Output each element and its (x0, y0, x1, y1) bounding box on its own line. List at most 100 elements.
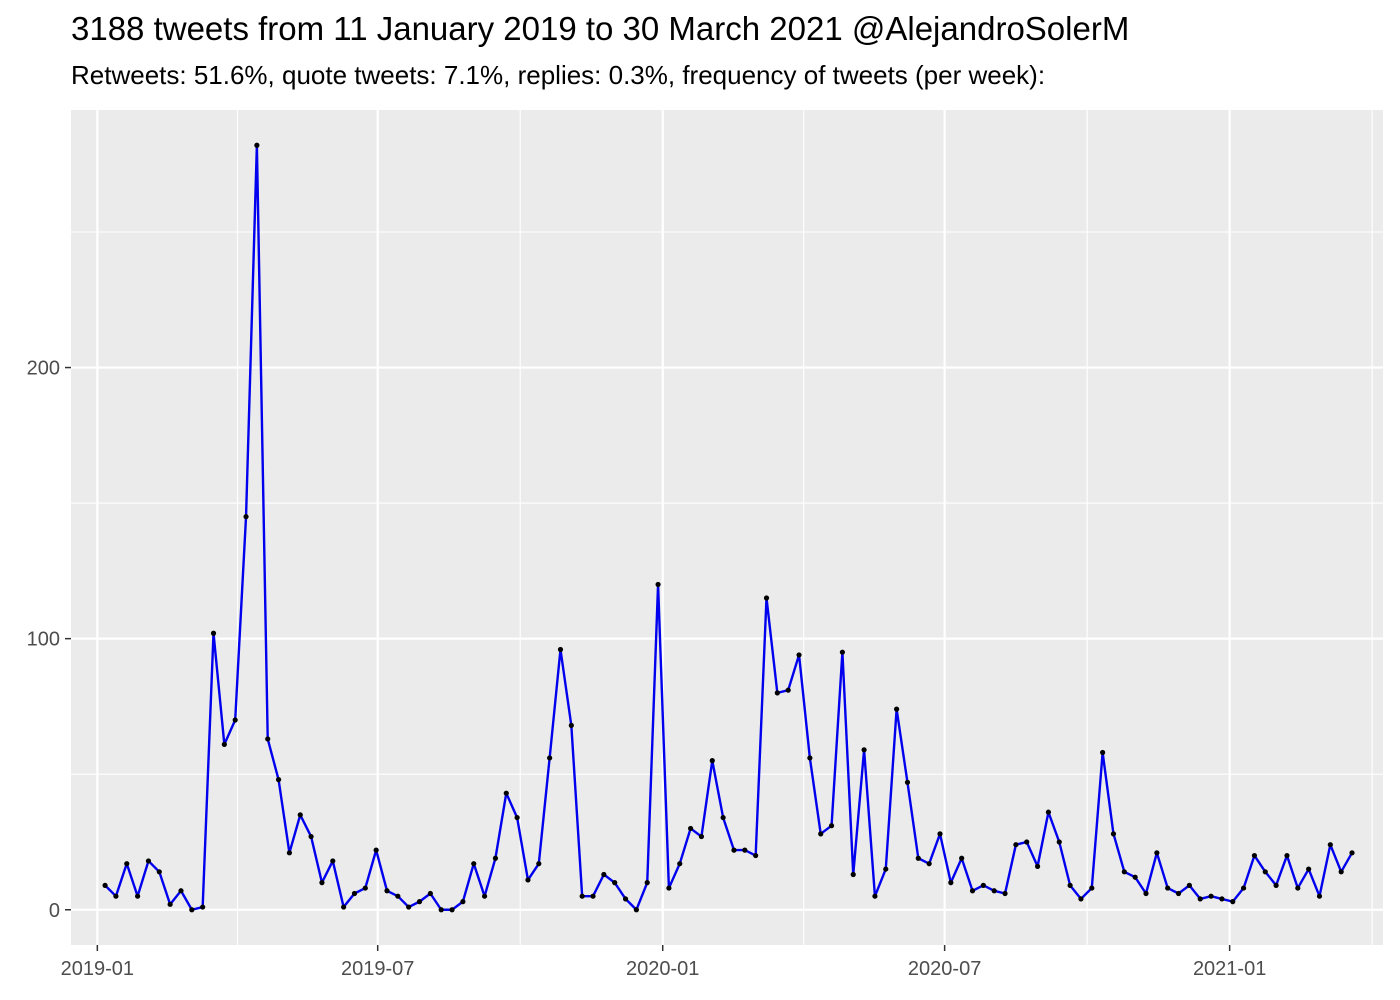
data-point (341, 904, 347, 910)
data-point (275, 777, 282, 783)
data-point (102, 882, 108, 888)
data-point (850, 871, 856, 878)
data-point (1306, 866, 1312, 872)
data-point (113, 893, 119, 899)
data-point (969, 888, 976, 894)
data-point (221, 741, 227, 747)
data-point (742, 847, 748, 853)
data-point (547, 755, 553, 761)
data-point (655, 581, 661, 588)
data-point (807, 755, 813, 761)
data-point (948, 880, 954, 886)
data-point (297, 812, 303, 818)
major-gridlines (71, 110, 1383, 945)
data-point (991, 888, 997, 894)
data-point (200, 904, 206, 910)
data-point (373, 847, 379, 853)
data-point (1121, 869, 1127, 875)
data-point (384, 888, 390, 894)
x-tick-label: 2020-07 (908, 958, 981, 980)
data-point (167, 901, 173, 907)
data-point (872, 893, 878, 899)
data-point (601, 871, 607, 878)
data-point (156, 869, 162, 875)
data-point (828, 823, 835, 829)
data-point (666, 885, 672, 891)
data-point (1240, 885, 1247, 891)
plot-panel (71, 110, 1383, 945)
data-point (959, 855, 965, 861)
data-point (1078, 896, 1084, 902)
data-point (774, 690, 780, 696)
data-point (1002, 890, 1008, 897)
data-point (1067, 882, 1073, 888)
data-point (796, 652, 802, 658)
data-point (330, 858, 336, 864)
data-point (1338, 869, 1344, 875)
data-point (135, 893, 141, 899)
data-point (785, 687, 791, 693)
data-point (1219, 896, 1225, 902)
data-point (557, 646, 564, 653)
data-point (677, 861, 683, 867)
data-point (753, 852, 759, 859)
data-point (1045, 809, 1052, 815)
y-tick-label: 100 (27, 629, 60, 651)
data-point (1013, 842, 1019, 848)
data-point (698, 833, 705, 840)
data-point (731, 847, 737, 853)
data-point (503, 790, 509, 796)
data-point (1208, 893, 1214, 899)
data-point (145, 858, 152, 864)
data-point (514, 814, 520, 821)
data-point (395, 893, 401, 899)
x-tick-label: 2020-01 (626, 958, 699, 980)
chart-subtitle: Retweets: 51.6%, quote tweets: 7.1%, rep… (71, 60, 1046, 90)
axes: 2019-01 2019-07 2020-01 2020-07 2021-01 0 100 2… (27, 358, 1267, 980)
data-point (1295, 885, 1301, 891)
data-point (1251, 852, 1258, 859)
data-point (438, 907, 444, 913)
data-point (590, 893, 596, 899)
data-point (427, 890, 433, 897)
data-point (124, 861, 130, 867)
data-point (1262, 869, 1268, 875)
data-point (644, 880, 650, 886)
data-point (904, 779, 911, 785)
chart-title: 3188 tweets from 11 January 2019 to 30 M… (71, 10, 1130, 47)
data-point (1273, 882, 1279, 888)
data-point (471, 861, 477, 867)
data-point (1327, 842, 1333, 848)
data-point (492, 855, 499, 861)
data-point (178, 888, 184, 894)
data-point (1284, 852, 1290, 859)
data-point (1349, 850, 1355, 856)
data-point (265, 736, 271, 742)
data-point (1089, 885, 1095, 891)
data-point (308, 833, 314, 840)
data-point (319, 880, 325, 886)
data-point (980, 882, 986, 888)
data-point (612, 880, 618, 886)
data-point (1165, 885, 1171, 891)
data-point (406, 904, 412, 910)
data-point (1175, 890, 1182, 897)
data-point (1132, 874, 1138, 880)
data-point (915, 855, 921, 861)
data-point (937, 831, 943, 837)
x-tick-label: 2019-01 (61, 958, 134, 980)
data-point (1143, 890, 1149, 897)
series-line (104, 144, 1354, 911)
data-point (460, 899, 466, 905)
data-point (1034, 863, 1041, 869)
data-point (536, 861, 542, 867)
data-point (416, 899, 423, 905)
data-point (351, 890, 358, 897)
y-tick-label: 0 (49, 900, 60, 922)
x-tick-label: 2021-01 (1193, 958, 1266, 980)
data-point (449, 907, 455, 913)
x-tick-label: 2019-07 (341, 958, 414, 980)
data-point (883, 866, 889, 872)
data-point (633, 907, 639, 913)
